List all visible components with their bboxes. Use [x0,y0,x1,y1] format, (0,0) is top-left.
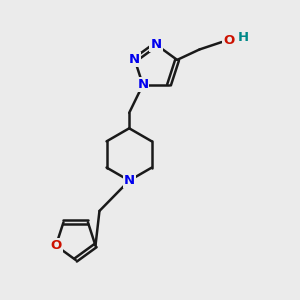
Text: N: N [129,53,140,66]
Text: N: N [124,174,135,187]
Text: O: O [50,239,62,252]
Text: H: H [238,31,249,44]
Text: N: N [150,38,161,51]
Text: O: O [224,34,235,47]
Text: N: N [137,78,148,91]
